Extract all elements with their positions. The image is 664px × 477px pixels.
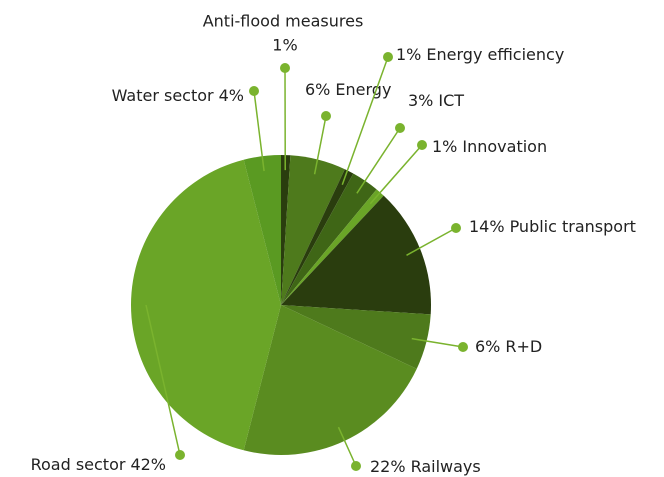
slice-value-label: 6% (475, 337, 500, 356)
slice-name: Public transport (510, 217, 636, 236)
slice-label: 14% Public transport (469, 217, 636, 236)
label-dot (395, 123, 405, 133)
slice-name: Railways (411, 457, 481, 476)
label-dot (383, 52, 393, 62)
slice-name: Road sector (31, 455, 126, 474)
pie-slice (243, 305, 417, 455)
leader-line (337, 426, 357, 467)
pie-slice (130, 159, 281, 451)
leader-line (369, 144, 423, 205)
label-dot (451, 223, 461, 233)
leader-line (406, 227, 457, 256)
slice-name: Innovation (462, 137, 547, 156)
label-dot (458, 342, 468, 352)
slice-label: 6% Energy (305, 80, 391, 99)
pie-slice (281, 305, 431, 369)
leader-line (253, 90, 265, 172)
slice-name: Energy efficiency (426, 45, 564, 64)
slice-value-label: 1% (432, 137, 457, 156)
label-dot (249, 86, 259, 96)
slice-name: Energy (335, 80, 391, 99)
pie-slice (281, 189, 384, 305)
slice-value-label: 1% (272, 36, 297, 55)
label-dot (351, 461, 361, 471)
slice-label: 1% Energy efficiency (396, 45, 564, 64)
slice-value-label: 4% (219, 86, 244, 105)
slice-label: 6% R+D (475, 337, 542, 356)
slice-value-label: 1% (396, 45, 421, 64)
label-dot (175, 450, 185, 460)
slice-value-label: 3% (408, 91, 433, 110)
slice-label: Anti-flood measures (203, 12, 364, 31)
pie-slice (281, 155, 291, 305)
slice-value-label: 14% (469, 217, 505, 236)
pie-slice (281, 155, 345, 305)
label-dot (321, 111, 331, 121)
slice-value-label: 42% (130, 455, 166, 474)
pie-slice (281, 169, 354, 305)
leader-line (356, 127, 401, 194)
leader-line (313, 115, 327, 175)
leader-line (341, 56, 389, 185)
slice-label: 3% ICT (408, 91, 464, 110)
pie-slice (281, 173, 377, 305)
slice-name: R+D (505, 337, 542, 356)
slice-value-label: 22% (370, 457, 406, 476)
slice-name: Water sector (112, 86, 214, 105)
slice-label: 22% Railways (370, 457, 481, 476)
slice-label: Road sector 42% (31, 455, 166, 474)
pie-slice (243, 155, 281, 305)
slice-label: 1% Innovation (432, 137, 547, 156)
slice-name: ICT (438, 91, 464, 110)
leader-line (145, 304, 181, 456)
leader-line (411, 337, 464, 348)
slice-value-label: 6% (305, 80, 330, 99)
pie-slice (281, 195, 431, 315)
slice-label: Water sector 4% (112, 86, 244, 105)
label-dot (280, 63, 290, 73)
label-dot (417, 140, 427, 150)
